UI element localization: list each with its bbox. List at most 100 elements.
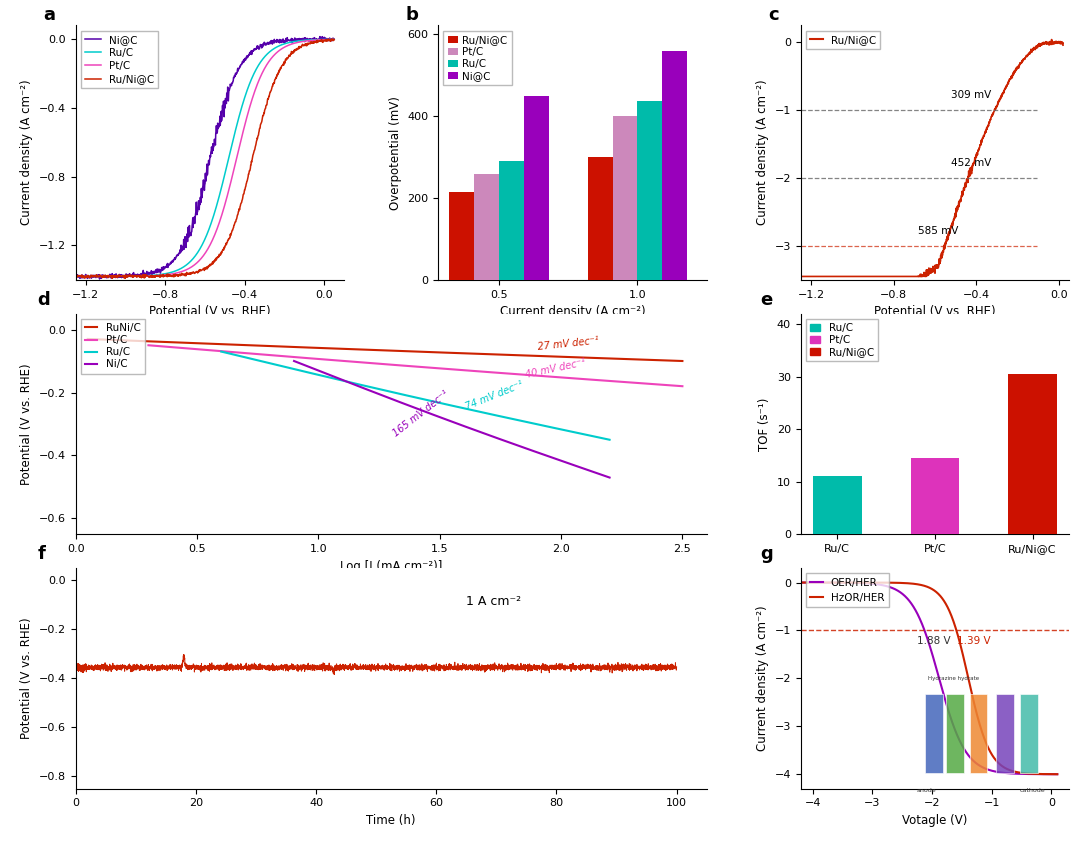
Bar [524,96,549,280]
HzOR/HER [821,577,834,588]
RuNi/C [117,335,130,345]
Legend: OER/HER, HzOR/HER: OER/HER, HzOR/HER [806,573,889,607]
Line: Ni/C: Ni/C [294,361,609,477]
Ni@C [93,274,106,284]
OER/HER [995,767,1008,778]
Y-axis label: Current density (A cm⁻²): Current density (A cm⁻²) [21,80,33,226]
Ru/C [69,271,82,282]
Pt/C [219,196,232,206]
Pt/C [631,378,644,388]
Y-axis label: TOF (s⁻¹): TOF (s⁻¹) [758,398,771,450]
Bar [910,458,959,534]
Ni/C [588,467,600,477]
Bar [813,477,862,534]
Line: Pt/C: Pt/C [148,345,683,386]
OER/HER [1051,769,1064,779]
Pt/C [266,53,279,63]
Text: 27 mV dec⁻¹: 27 mV dec⁻¹ [537,336,599,352]
Ru/C [603,435,616,445]
Ni@C [313,31,326,42]
Line: Ru/C: Ru/C [221,352,609,440]
Legend: RuNi/C, Pt/C, Ru/C, Ni/C: RuNi/C, Pt/C, Ru/C, Ni/C [81,319,145,374]
Pt/C [292,37,305,47]
Legend: Ni@C, Ru/C, Pt/C, Ru/Ni@C: Ni@C, Ru/C, Pt/C, Ru/Ni@C [81,31,159,88]
X-axis label: Current density (A cm⁻²): Current density (A cm⁻²) [500,305,645,318]
Text: c: c [769,6,779,25]
HzOR/HER [907,578,920,589]
Bar [499,161,524,280]
Pt/C [241,349,254,359]
Text: f: f [38,545,45,563]
RuNi/C [81,334,94,344]
Ru/Ni@C [119,273,132,283]
Ru/C [292,36,305,46]
Text: 1 A cm⁻²: 1 A cm⁻² [467,595,522,608]
Bar [449,192,474,280]
RuNi/C [240,340,253,350]
Pt/C [649,379,662,389]
Pt/C [174,343,187,353]
HzOR/HER [971,709,984,719]
Ni@C [266,38,279,48]
Line: Pt/C: Pt/C [76,40,334,276]
Ni/C [307,364,320,374]
Ru/C [219,165,232,176]
Text: 309 mV: 309 mV [951,90,991,100]
Pt/C [676,381,689,391]
Pt/C [163,342,176,352]
Ni@C [227,76,240,86]
Text: b: b [406,6,419,25]
Pt/C [85,271,98,282]
Bar [612,115,637,280]
Text: d: d [38,291,51,309]
Line: Ni@C: Ni@C [76,36,334,279]
Ru/Ni@C [325,34,338,44]
HzOR/HER [794,577,807,588]
Text: 1.39 V: 1.39 V [957,636,990,646]
Y-axis label: Overpotential (mV): Overpotential (mV) [389,96,402,209]
Ru/C [319,371,332,382]
Ni@C [69,271,82,281]
Ru/Ni@C [292,42,305,53]
Ni@C [327,34,340,44]
Text: 165 mV dec⁻¹: 165 mV dec⁻¹ [391,389,450,438]
Text: e: e [760,291,772,309]
Y-axis label: Potential (V vs. RHE): Potential (V vs. RHE) [21,363,33,485]
Ru/C [234,107,247,117]
Ni/C [347,379,360,389]
Ru/C [327,34,340,44]
Bar [637,102,662,280]
Ru/Ni@C [266,82,279,92]
Legend: Ru/Ni@C, Pt/C, Ru/C, Ni@C: Ru/Ni@C, Pt/C, Ru/C, Ni@C [443,31,512,86]
HzOR/HER [999,763,1012,773]
Pt/C [226,170,239,180]
OER/HER [999,768,1012,778]
Line: RuNi/C: RuNi/C [87,339,683,361]
Ru/C [570,427,583,438]
HzOR/HER [897,578,910,589]
Line: OER/HER: OER/HER [800,583,1057,774]
X-axis label: Votagle (V): Votagle (V) [902,814,968,827]
Bar [1008,374,1057,534]
Text: a: a [43,6,55,25]
Ni/C [300,361,313,371]
Ni@C [292,34,305,44]
OER/HER [907,602,920,612]
Text: g: g [760,545,773,563]
RuNi/C [676,356,689,366]
HzOR/HER [995,760,1008,770]
Y-axis label: Current density (A cm⁻²): Current density (A cm⁻²) [756,605,769,751]
RuNi/C [105,335,118,345]
Ru/C [230,350,243,360]
Ni@C [85,273,98,283]
Ru/C [215,347,228,357]
Ni/C [372,388,384,399]
Text: 74 mV dec⁻¹: 74 mV dec⁻¹ [464,380,525,412]
Legend: Ru/Ni@C: Ru/Ni@C [806,31,880,49]
Ru/Ni@C [227,224,240,234]
X-axis label: Potential (V vs. RHE): Potential (V vs. RHE) [874,305,996,318]
OER/HER [897,590,910,600]
Line: Ru/Ni@C: Ru/Ni@C [76,39,334,278]
Y-axis label: Current density (A cm⁻²): Current density (A cm⁻²) [756,80,769,226]
X-axis label: Time (h): Time (h) [366,814,416,827]
